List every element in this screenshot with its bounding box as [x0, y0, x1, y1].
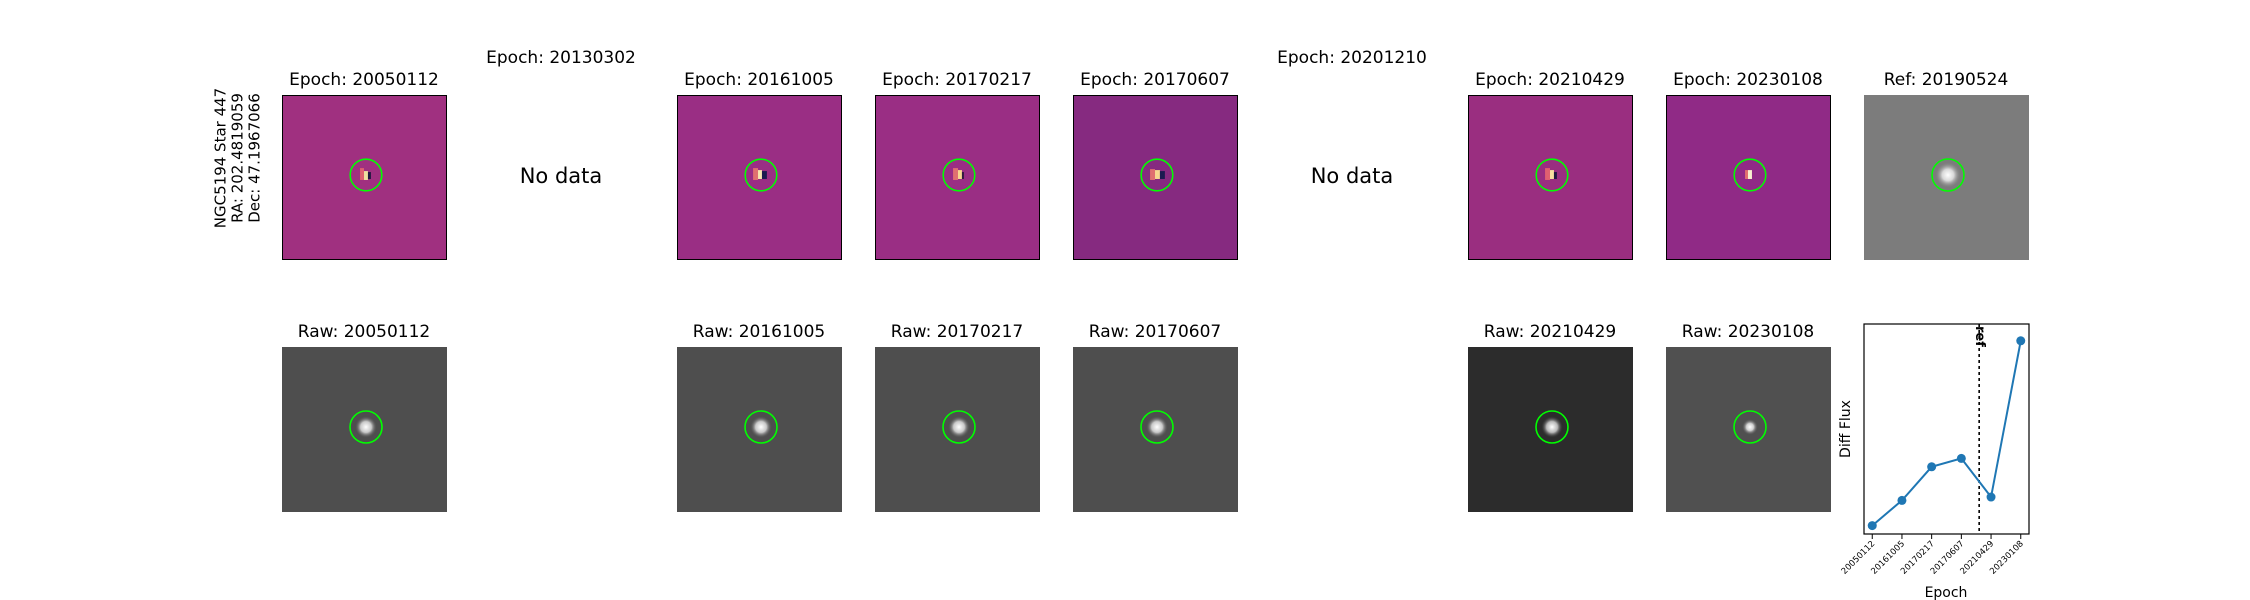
raw-image-5: [1666, 347, 1831, 512]
diff-title-1: Epoch: 20130302: [486, 48, 636, 68]
no-data-label-1: No data: [519, 164, 603, 188]
flux-point: [1986, 492, 1996, 502]
diff-cutout-2: [677, 95, 842, 260]
diff-title-6: Epoch: 20210429: [1475, 70, 1625, 90]
flux-series-line: [1871, 340, 2022, 527]
raw-title-0: Raw: 20050112: [297, 322, 431, 342]
raw-title-2: Raw: 20170217: [890, 322, 1024, 342]
diff-cutout-7: [1666, 95, 1831, 260]
diff-cutout-4: [1073, 95, 1238, 260]
diff-title-0: Epoch: 20050112: [289, 70, 439, 90]
diff-title-3: Epoch: 20170217: [882, 70, 1032, 90]
diff-image-0: [283, 96, 446, 259]
raw-title-4: Raw: 20210429: [1483, 322, 1617, 342]
ref-title: Ref: 20190524: [1883, 70, 2009, 90]
diff-title-4: Epoch: 20170607: [1080, 70, 1230, 90]
diff-image-7: [1667, 96, 1830, 259]
lightcurve-frame: [1863, 323, 2030, 535]
y-axis-label: Diff Flux: [1838, 400, 1854, 458]
raw-image-3: [1073, 347, 1238, 512]
diff-title-5: Epoch: 20201210: [1277, 48, 1427, 68]
flux-point: [1956, 453, 1966, 463]
raw-cutout-1: [677, 347, 842, 512]
diff-image-6: [1469, 96, 1632, 259]
raw-cutout-4: [1468, 347, 1633, 512]
raw-cutout-2: [875, 347, 1040, 512]
raw-cutout-3: [1073, 347, 1238, 512]
raw-cutout-5: [1666, 347, 1831, 512]
raw-image-0: [282, 347, 447, 512]
diff-cutout-6: [1468, 95, 1633, 260]
no-data-label-5: No data: [1310, 164, 1394, 188]
diff-cutout-0: [282, 95, 447, 260]
ref-image: [1864, 95, 2029, 260]
raw-title-3: Raw: 20170607: [1088, 322, 1222, 342]
ref-cutout: [1864, 95, 2029, 260]
raw-title-5: Raw: 20230108: [1681, 322, 1815, 342]
x-axis-label: Epoch: [1925, 585, 1968, 600]
flux-point: [1897, 495, 1907, 505]
diff-image-2: [678, 96, 841, 259]
flux-point: [1867, 521, 1877, 531]
reference-line-label: ref: [1972, 326, 1987, 347]
raw-image-1: [677, 347, 842, 512]
diff-image-4: [1074, 96, 1237, 259]
diff-image-3: [876, 96, 1039, 259]
raw-image-2: [875, 347, 1040, 512]
diff-cutout-3: [875, 95, 1040, 260]
diff-title-2: Epoch: 20161005: [684, 70, 834, 90]
raw-cutout-0: [282, 347, 447, 512]
raw-image-4: [1468, 347, 1633, 512]
raw-title-1: Raw: 20161005: [692, 322, 826, 342]
flux-point: [1927, 462, 1937, 472]
diff-title-7: Epoch: 20230108: [1673, 70, 1823, 90]
flux-point: [2016, 336, 2026, 346]
